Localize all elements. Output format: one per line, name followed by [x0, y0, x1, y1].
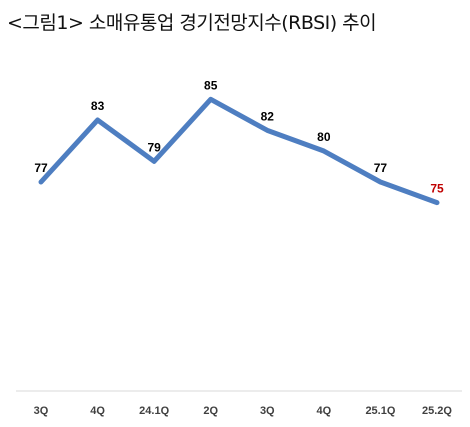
x-tick-label: 25.1Q — [365, 405, 395, 417]
data-label: 80 — [317, 130, 331, 144]
x-tick-label: 4Q — [90, 405, 105, 417]
x-tick-label: 24.1Q — [139, 405, 169, 417]
x-tick-labels: 3Q 4Q 24.1Q 2Q 3Q 4Q 25.1Q 25.2Q — [34, 405, 453, 417]
data-label: 79 — [147, 140, 161, 154]
data-label: 75 — [430, 182, 444, 196]
x-tick-label: 3Q — [260, 405, 275, 417]
x-tick-label: 4Q — [317, 405, 332, 417]
x-tick-label: 2Q — [203, 405, 218, 417]
data-label: 77 — [374, 161, 388, 175]
x-tick-label: 25.2Q — [422, 405, 452, 417]
data-label: 83 — [91, 99, 105, 113]
x-tick-label: 3Q — [34, 405, 49, 417]
data-label: 82 — [261, 109, 275, 123]
data-labels: 77 83 79 85 82 80 77 75 — [34, 78, 444, 195]
data-label: 85 — [204, 78, 218, 92]
series-line — [38, 96, 440, 206]
chart-title: <그림1> 소매유통업 경기전망지수(RBSI) 추이 — [7, 12, 377, 34]
data-label: 77 — [34, 161, 48, 175]
